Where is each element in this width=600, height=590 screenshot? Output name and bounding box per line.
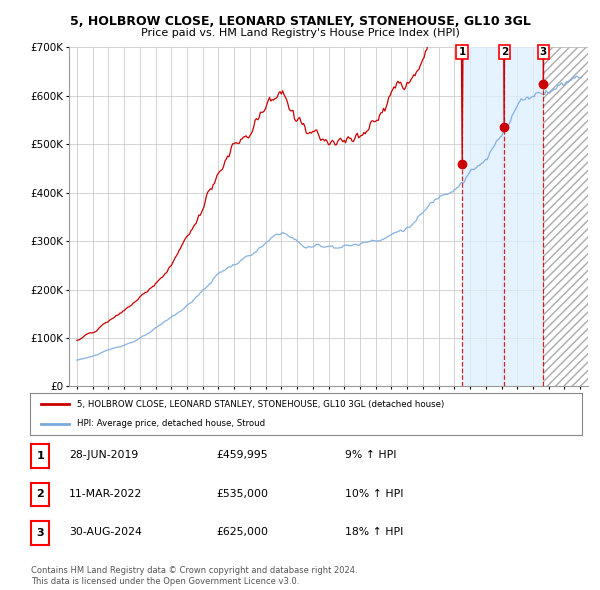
Text: Contains HM Land Registry data © Crown copyright and database right 2024.: Contains HM Land Registry data © Crown c… (31, 566, 358, 575)
Text: 11-MAR-2022: 11-MAR-2022 (69, 489, 142, 499)
Text: £535,000: £535,000 (216, 489, 268, 499)
Text: 10% ↑ HPI: 10% ↑ HPI (345, 489, 404, 499)
Text: 9% ↑ HPI: 9% ↑ HPI (345, 451, 397, 460)
Bar (462, 47, 544, 386)
Bar (544, 47, 588, 386)
Text: 1: 1 (458, 47, 466, 57)
Text: 5, HOLBROW CLOSE, LEONARD STANLEY, STONEHOUSE, GL10 3GL (detached house): 5, HOLBROW CLOSE, LEONARD STANLEY, STONE… (77, 400, 444, 409)
Text: 5, HOLBROW CLOSE, LEONARD STANLEY, STONEHOUSE, GL10 3GL: 5, HOLBROW CLOSE, LEONARD STANLEY, STONE… (70, 15, 530, 28)
Text: 30-AUG-2024: 30-AUG-2024 (69, 527, 142, 537)
Text: 18% ↑ HPI: 18% ↑ HPI (345, 527, 403, 537)
Text: 2: 2 (501, 47, 508, 57)
Text: 2: 2 (37, 490, 44, 499)
Text: £625,000: £625,000 (216, 527, 268, 537)
Text: HPI: Average price, detached house, Stroud: HPI: Average price, detached house, Stro… (77, 419, 265, 428)
Text: 28-JUN-2019: 28-JUN-2019 (69, 451, 138, 460)
Text: This data is licensed under the Open Government Licence v3.0.: This data is licensed under the Open Gov… (31, 577, 299, 586)
Text: £459,995: £459,995 (216, 451, 268, 460)
Text: 1: 1 (37, 451, 44, 461)
Text: 3: 3 (540, 47, 547, 57)
Text: 3: 3 (37, 528, 44, 537)
Text: Price paid vs. HM Land Registry's House Price Index (HPI): Price paid vs. HM Land Registry's House … (140, 28, 460, 38)
